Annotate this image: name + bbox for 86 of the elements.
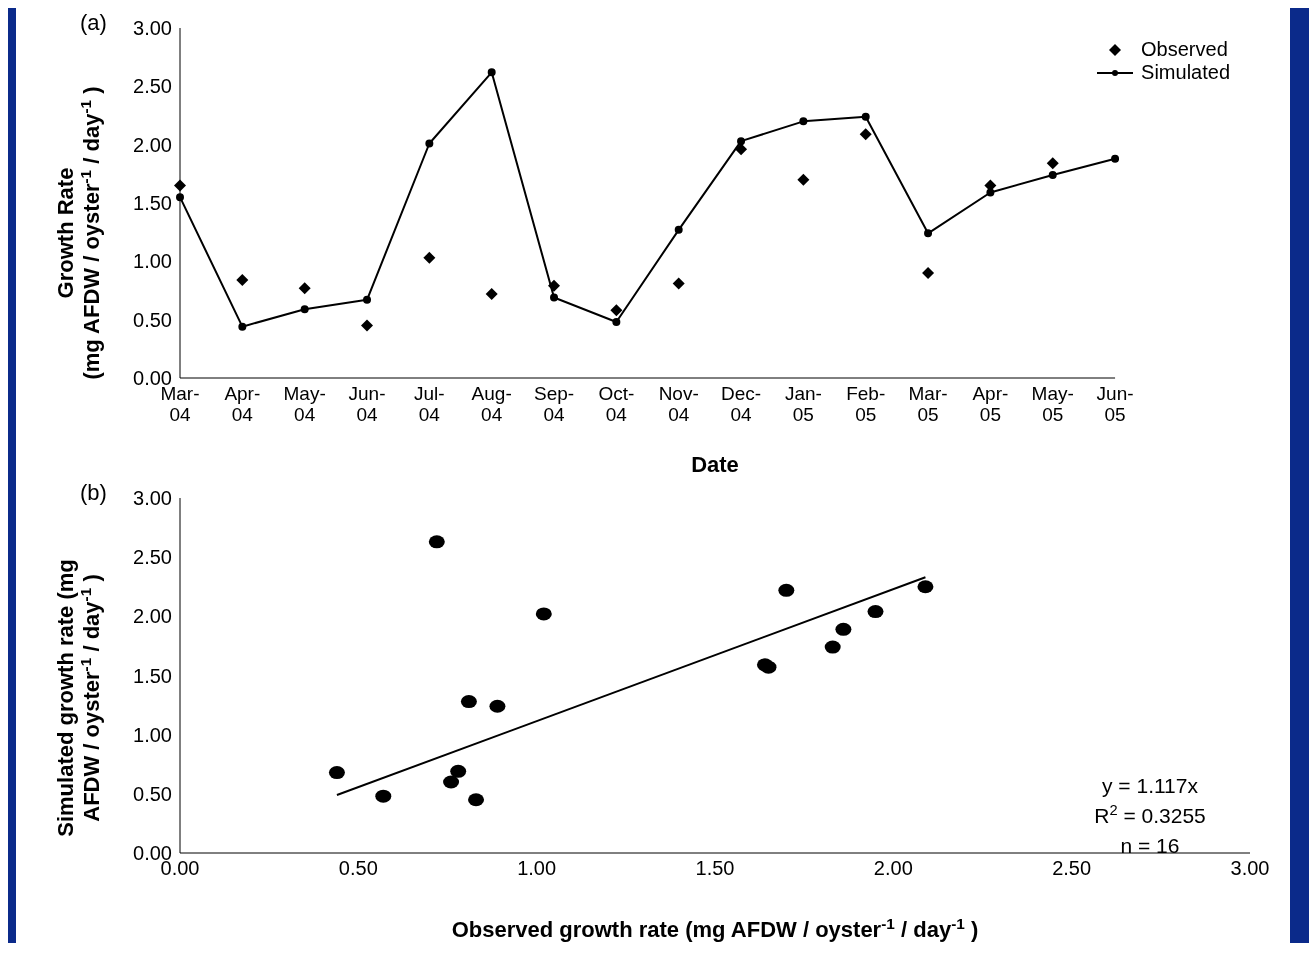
x-tick-label: Dec-04	[720, 383, 762, 425]
y-tick-label: 1.50	[133, 664, 172, 687]
point	[489, 699, 506, 713]
y-tick-label: 0.50	[133, 308, 172, 331]
point	[924, 229, 933, 238]
y-tick-label: 3.00	[133, 487, 172, 510]
x-tick-label: 1.50	[695, 857, 735, 880]
point	[328, 766, 345, 780]
point	[375, 789, 392, 803]
point	[176, 193, 184, 202]
x-tick-label: Jun-05	[1096, 383, 1134, 425]
point	[859, 128, 872, 141]
point	[550, 293, 559, 302]
point	[917, 580, 934, 594]
x-tick-label: 2.50	[1052, 857, 1092, 880]
point	[485, 288, 498, 300]
point	[548, 279, 561, 292]
point	[423, 251, 436, 264]
point	[298, 282, 311, 295]
point	[922, 267, 935, 279]
point	[361, 319, 374, 332]
point	[1111, 154, 1120, 163]
y-tick-label: 2.00	[133, 605, 172, 628]
point	[674, 225, 683, 234]
y-tick-label: 2.00	[133, 133, 172, 156]
point	[824, 640, 841, 654]
chart-title: (a)	[80, 10, 107, 35]
x-tick-label: Feb-05	[846, 383, 886, 425]
point	[425, 139, 434, 148]
point	[487, 68, 496, 77]
legend-label: Observed	[1141, 38, 1228, 61]
x-tick-label: Apr-05	[972, 383, 1009, 425]
x-axis-title: Date	[691, 451, 739, 477]
y-tick-label: 3.00	[133, 17, 172, 40]
legend-label: Simulated	[1141, 61, 1230, 84]
point	[174, 179, 186, 192]
point	[460, 695, 477, 709]
point	[363, 295, 372, 304]
point	[760, 660, 777, 674]
x-tick-label: 2.00	[873, 857, 913, 880]
x-tick-label: Jul-04	[414, 383, 445, 425]
y-tick-label: 1.00	[133, 723, 172, 746]
y-tick-label: 2.50	[133, 75, 172, 98]
y-tick-label: 2.50	[133, 546, 172, 569]
point	[986, 188, 995, 197]
x-tick-label: Apr-04	[224, 383, 261, 425]
point	[610, 304, 623, 317]
x-tick-label: Oct-04	[598, 383, 635, 425]
point	[428, 535, 445, 549]
point	[443, 775, 460, 789]
x-tick-label: 1.00	[517, 857, 557, 880]
point	[737, 137, 746, 146]
annotation: R$^{2}$ = 0.3255	[1094, 802, 1206, 827]
x-tick-label: Nov-04	[658, 383, 699, 425]
annotation: n = 16	[1120, 834, 1180, 857]
x-tick-label: Mar-05	[908, 383, 948, 425]
x-tick-label: May-04	[283, 383, 326, 425]
point	[1048, 171, 1057, 179]
y-tick-label: 0.50	[133, 782, 172, 805]
x-tick-label: Sep-04	[533, 383, 575, 425]
x-tick-label: May-05	[1031, 383, 1074, 425]
point	[797, 173, 810, 186]
x-tick-label: Jan-05	[784, 383, 822, 425]
x-tick-label: Jun-04	[348, 383, 386, 425]
x-tick-label: 0.50	[338, 857, 378, 880]
chart-title: (b)	[80, 480, 107, 505]
point	[612, 318, 621, 326]
point	[1046, 157, 1059, 170]
y-tick-label: 1.50	[133, 192, 172, 215]
point	[450, 764, 467, 778]
x-tick-label: 3.00	[1230, 857, 1270, 880]
x-axis-title: Observed growth rate (mg AFDW / oyster$^{-1}$ / day$^{-1}$)	[451, 914, 979, 942]
point	[535, 607, 552, 621]
point	[236, 274, 249, 286]
point	[468, 793, 485, 807]
y-tick-label: 1.00	[133, 250, 172, 273]
point	[672, 277, 685, 290]
x-tick-label: Aug-04	[471, 383, 512, 425]
point	[835, 622, 852, 636]
point	[861, 112, 870, 121]
point	[238, 322, 247, 331]
point	[300, 305, 309, 314]
annotation: y = 1.117x	[1102, 774, 1199, 797]
point	[867, 605, 884, 619]
point	[778, 583, 795, 597]
point	[799, 117, 808, 126]
